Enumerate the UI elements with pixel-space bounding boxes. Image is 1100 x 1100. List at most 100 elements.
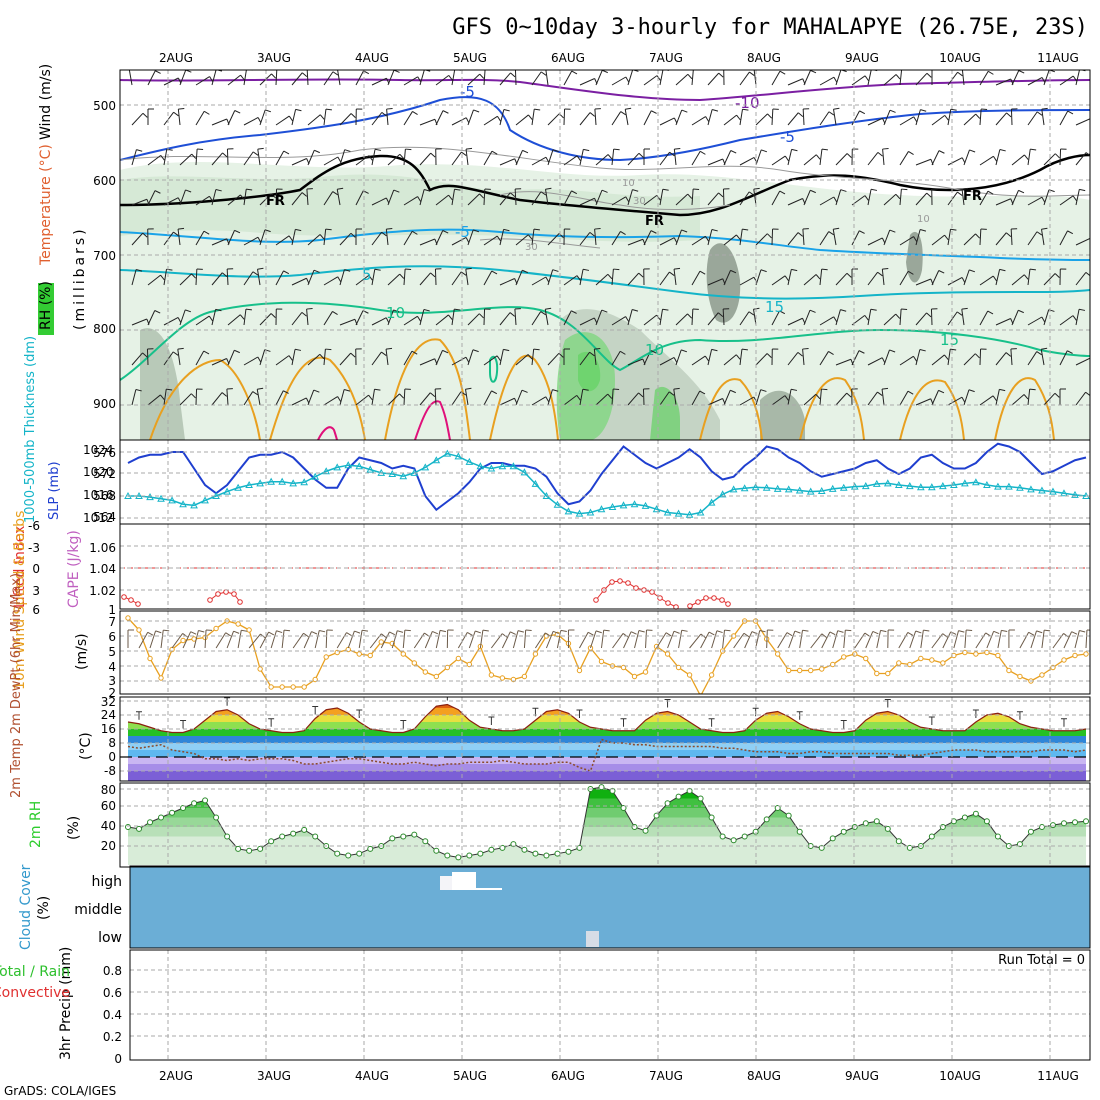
upper-barb-flag (828, 111, 835, 116)
upper-barb (803, 190, 811, 206)
surface-barb (248, 633, 261, 649)
upper-barb-flag (625, 76, 630, 83)
p2-ytick-left-576: 576 (93, 446, 116, 460)
panel-frame (119, 696, 1091, 782)
upper-barb-flag (491, 150, 498, 155)
bottom-date-label: 4AUG (355, 1069, 389, 1083)
upper-barb-flag (239, 314, 245, 320)
upper-barb-flag (882, 267, 889, 270)
surface-barb-flag (439, 629, 447, 633)
wind-speed-marker (499, 675, 506, 681)
rh-marker (125, 824, 131, 830)
upper-barb (691, 390, 701, 406)
upper-barb (1043, 392, 1056, 406)
upper-barb-flag (454, 188, 461, 191)
upper-barb-flag (589, 351, 595, 357)
rh-marker (279, 833, 286, 840)
upper-barb-flag (571, 190, 578, 195)
upper-barb-flag (1054, 392, 1060, 398)
upper-barb (881, 269, 885, 286)
rh-marker (290, 830, 297, 837)
upper-barb (275, 355, 290, 366)
upper-barb (1011, 154, 1025, 166)
p2-ytick-right-1024: 1024 (83, 443, 114, 457)
upper-barb-flag (540, 311, 547, 316)
upper-barb (707, 398, 723, 406)
upper-barb-flag (1067, 230, 1074, 235)
upper-barb-flag (454, 308, 461, 311)
upper-barb-flag (1005, 352, 1012, 357)
upper-barb (1027, 111, 1038, 126)
upper-barb (947, 349, 951, 366)
wind-speed-marker (257, 666, 263, 672)
p4-yunit: (m/s) (74, 633, 90, 670)
upper-barb-flag (687, 313, 693, 319)
p8-ylabel: 3hr Precip (mm) (58, 947, 74, 1060)
upper-barb-flag (1030, 148, 1037, 151)
upper-barb (931, 150, 940, 166)
upper-barb (675, 349, 682, 366)
wind-speed-marker (433, 673, 440, 680)
thickness-marker (289, 479, 298, 487)
upper-barb (627, 189, 633, 206)
upper-barb (547, 149, 554, 166)
upper-barb (867, 391, 878, 406)
thickness-marker (663, 508, 672, 516)
rh-band (128, 808, 1086, 818)
temp-band (128, 750, 1086, 757)
upper-barb-flag (1036, 231, 1043, 236)
thickness-marker (575, 509, 584, 517)
grid-and-frames (119, 69, 1091, 1061)
upper-barb (819, 149, 823, 166)
upper-barb-flag (1054, 153, 1060, 159)
upper-barb (642, 388, 645, 406)
upper-barb-flag (424, 189, 431, 192)
upper-barb-flag (761, 149, 768, 153)
upper-barb (483, 150, 493, 166)
wind-speed-marker (642, 669, 649, 675)
rh-marker (444, 852, 451, 859)
thickness-marker (718, 490, 727, 498)
upper-barb (787, 232, 799, 246)
upper-barb (995, 269, 1001, 286)
upper-barb (833, 109, 837, 126)
surface-barb (579, 632, 589, 649)
rh-marker (301, 826, 308, 833)
thickness-marker (608, 502, 617, 510)
wind-speed-series (125, 615, 1089, 694)
upper-barb (1043, 189, 1050, 206)
upper-barb-flag (295, 108, 302, 112)
li-marker (231, 591, 237, 597)
upper-barb-flag (1072, 315, 1077, 321)
upper-barb (723, 150, 732, 166)
upper-barb-flag (545, 187, 552, 190)
upper-barb (243, 189, 247, 206)
upper-barb (515, 389, 523, 406)
upper-barb-flag (882, 148, 889, 150)
upper-barb-flag (908, 151, 914, 156)
thickness-marker (586, 508, 595, 516)
upper-barb (1041, 109, 1045, 126)
upper-barb-flag (552, 269, 559, 272)
upper-barb (435, 314, 449, 326)
upper-barb-flag (607, 273, 613, 280)
rh-area-series (125, 784, 1089, 865)
surface-barb (468, 630, 476, 649)
upper-barb (594, 109, 597, 126)
upper-barb-flag (368, 275, 373, 281)
upper-barb-flag (374, 268, 381, 271)
li-marker (711, 595, 717, 601)
upper-barb (627, 309, 633, 326)
upper-barb (467, 313, 480, 326)
upper-barb (1075, 272, 1087, 286)
upper-barb (275, 150, 285, 166)
surface-barb-flag (432, 630, 439, 635)
upper-barb-flag (393, 309, 400, 313)
upper-barb (753, 70, 757, 86)
upper-barb-flag (313, 389, 320, 393)
upper-barb (306, 309, 309, 326)
surface-barb-flag (837, 630, 844, 633)
surface-barb-flag (716, 630, 723, 634)
thickness-marker (531, 479, 540, 487)
upper-barb (947, 71, 959, 86)
